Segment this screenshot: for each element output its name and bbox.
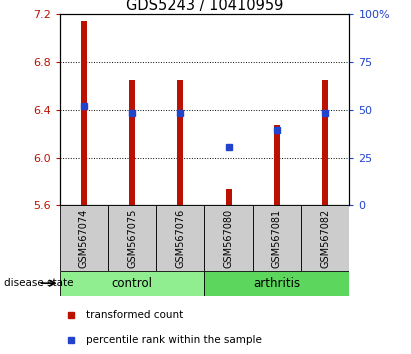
Text: GSM567076: GSM567076 (175, 209, 185, 268)
Bar (156, 205, 204, 271)
Bar (129, 80, 135, 205)
Bar (301, 205, 349, 271)
Text: GSM567075: GSM567075 (127, 209, 137, 268)
Bar (108, 205, 156, 271)
Text: GSM567074: GSM567074 (79, 209, 89, 268)
Text: GSM567080: GSM567080 (224, 209, 233, 268)
Bar (60, 271, 205, 296)
Text: arthritis: arthritis (253, 277, 300, 290)
Bar (204, 205, 253, 271)
Title: GDS5243 / 10410959: GDS5243 / 10410959 (126, 0, 283, 13)
Text: transformed count: transformed count (85, 310, 183, 320)
Bar (81, 21, 87, 205)
Bar (60, 205, 108, 271)
Text: percentile rank within the sample: percentile rank within the sample (85, 335, 261, 344)
Text: disease state: disease state (4, 278, 74, 288)
Bar (204, 271, 349, 296)
Text: control: control (111, 277, 152, 290)
Text: GSM567082: GSM567082 (320, 209, 330, 268)
Bar (274, 125, 280, 205)
Text: GSM567081: GSM567081 (272, 209, 282, 268)
Bar (253, 205, 301, 271)
Bar (178, 80, 183, 205)
Bar (226, 189, 231, 205)
Bar (322, 80, 328, 205)
